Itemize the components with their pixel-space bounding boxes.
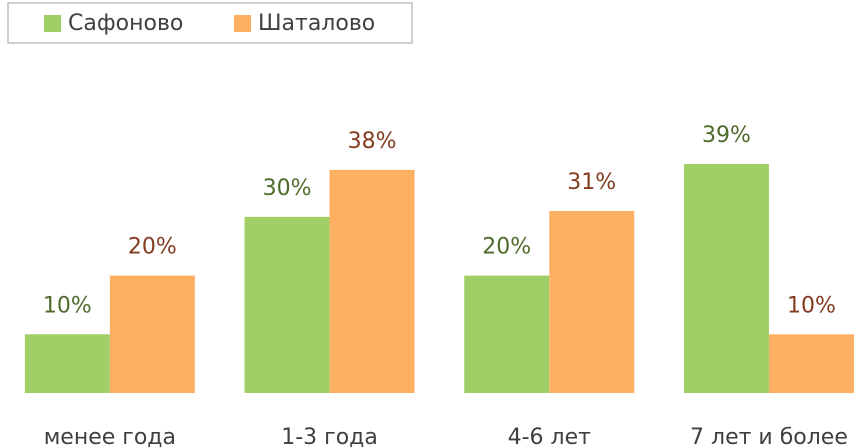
bar — [683, 164, 769, 393]
data-label: 20% — [128, 235, 177, 260]
data-label: 31% — [567, 170, 616, 195]
data-label: 20% — [482, 235, 531, 260]
bar — [768, 334, 854, 393]
bar — [464, 275, 550, 393]
data-label: 30% — [263, 176, 312, 201]
x-tick-label: менее года — [44, 425, 176, 448]
bar — [24, 334, 110, 393]
bar — [549, 210, 635, 393]
data-label: 39% — [702, 123, 751, 148]
bar — [244, 216, 330, 393]
legend-swatch — [234, 15, 251, 32]
legend-label: Сафоново — [68, 11, 183, 36]
legend-label: Шаталово — [258, 11, 375, 36]
bar — [109, 275, 195, 393]
x-tick-label: 4-6 лет — [508, 425, 592, 448]
x-tick-label: 7 лет и более — [690, 425, 848, 448]
data-label: 10% — [43, 293, 92, 318]
data-label: 38% — [348, 129, 397, 154]
bar — [329, 169, 415, 393]
legend-box — [7, 2, 413, 44]
data-label: 10% — [787, 293, 836, 318]
x-tick-label: 1-3 года — [281, 425, 378, 448]
legend-swatch — [44, 15, 61, 32]
